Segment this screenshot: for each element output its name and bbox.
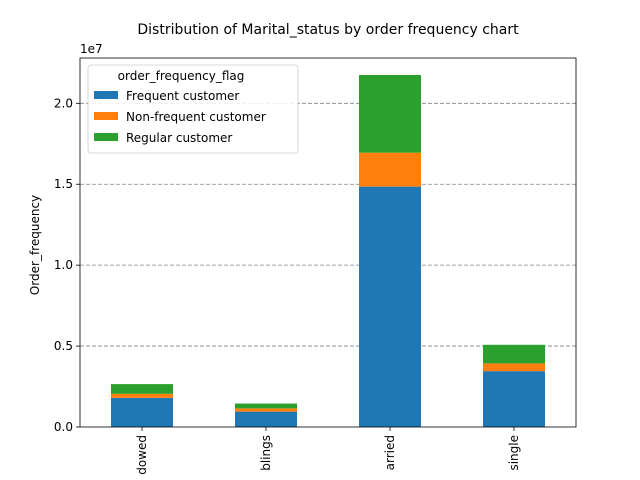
bar-segment: [359, 186, 421, 427]
bar-segment: [483, 371, 545, 427]
bar-segment: [483, 363, 545, 372]
y-tick-label: 0.5: [54, 339, 73, 353]
grid-lines: [80, 102, 576, 347]
y-tick-label: 1.5: [54, 177, 73, 191]
x-tick-label: dowed: [135, 435, 149, 475]
x-tick-label: single: [507, 435, 521, 471]
legend-swatch: [94, 91, 118, 99]
y-tick-label: 1.0: [54, 258, 73, 272]
legend-swatch: [94, 112, 118, 120]
bar-segment: [235, 408, 297, 412]
x-tick-label: arried: [383, 435, 397, 470]
legend-box: [87, 64, 299, 154]
legend-label: Frequent customer: [126, 89, 239, 103]
legend-label: Regular customer: [126, 131, 232, 145]
chart-title: Distribution of Marital_status by order …: [137, 22, 519, 38]
bar-segment: [235, 403, 297, 409]
y-axis-label: Order_frequency: [28, 195, 42, 295]
bar-segment: [111, 384, 173, 394]
y-tick-label: 0.0: [54, 420, 73, 434]
bar-segment: [359, 74, 421, 153]
legend-swatch: [94, 133, 118, 141]
legend-title: order_frequency_flag: [118, 69, 245, 83]
bar-segment: [483, 344, 545, 364]
bar-segment: [235, 411, 297, 427]
legend-label: Non-frequent customer: [126, 110, 266, 124]
bar-segment: [111, 397, 173, 427]
y-tick-label: 2.0: [54, 96, 73, 110]
bar-segment: [359, 152, 421, 187]
axes-frame: [79, 57, 577, 428]
axes: dowed blings arried single 0.0 0.5 1.0 1.5 2.0: [54, 57, 577, 475]
y-offset-label: 1e7: [80, 42, 103, 56]
x-tick-label: blings: [259, 435, 273, 471]
legend: order_frequency_flag Frequent customer Non…: [87, 64, 299, 154]
bars: [111, 74, 545, 427]
bar-segment: [111, 393, 173, 398]
